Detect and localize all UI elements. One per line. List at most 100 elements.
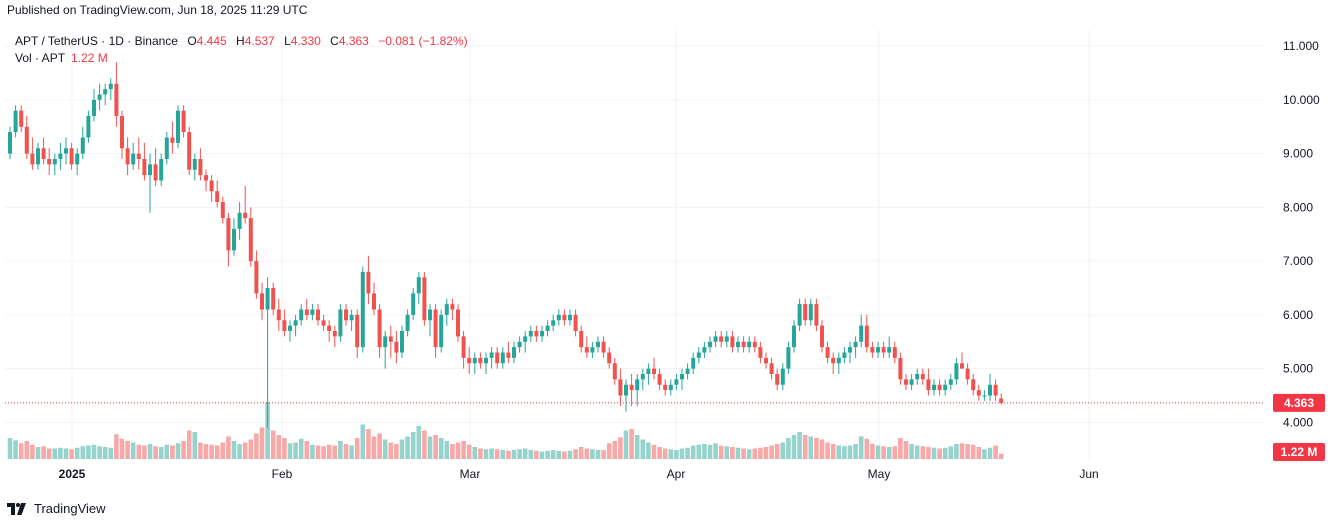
candle-body xyxy=(601,341,606,353)
candle-body xyxy=(646,368,651,374)
volume-bar xyxy=(354,438,360,459)
candle-body xyxy=(136,153,141,159)
volume-bar xyxy=(214,445,220,459)
x-tick-label: Apr xyxy=(667,467,686,481)
volume-bar xyxy=(763,447,769,459)
volume-bar xyxy=(713,443,718,459)
candle-body xyxy=(472,357,477,364)
symbol-label[interactable]: APT / TetherUS · 1D · Binance xyxy=(15,34,178,48)
y-tick-label: 8.000 xyxy=(1283,200,1313,214)
candle-body xyxy=(752,341,757,348)
volume-bar xyxy=(534,450,539,459)
candle-body xyxy=(181,110,186,133)
volume-bar xyxy=(702,444,707,459)
candle-body xyxy=(500,352,505,364)
footer-brand[interactable]: TradingView xyxy=(7,501,106,516)
candle-body xyxy=(260,293,264,310)
candle-body xyxy=(926,379,931,391)
volume-bar xyxy=(427,436,433,459)
time-axis[interactable]: 2025 Feb Mar Apr May Jun xyxy=(59,467,1099,481)
candle-body xyxy=(842,352,847,358)
candle-body xyxy=(422,277,427,321)
candle-body xyxy=(607,352,612,364)
volume-bar xyxy=(752,448,758,459)
volume-bar xyxy=(685,447,690,459)
candle-body xyxy=(506,352,511,358)
candle-body xyxy=(764,357,768,364)
volume-bar xyxy=(780,442,786,459)
volume-bar xyxy=(24,441,30,459)
volume-bar xyxy=(147,444,153,459)
volume-bar xyxy=(500,450,506,459)
volume-bar xyxy=(91,444,97,459)
candle-body xyxy=(920,374,925,380)
volume-bar xyxy=(489,448,494,459)
volume-bar xyxy=(573,449,578,459)
y-tick-label: 10.000 xyxy=(1283,93,1320,107)
candle-body xyxy=(327,325,332,331)
volume-bar xyxy=(494,449,500,459)
candle-body xyxy=(534,331,539,337)
volume-bar xyxy=(819,439,825,459)
candle-body xyxy=(86,116,91,138)
volume-bar xyxy=(612,441,618,459)
candle-body xyxy=(898,357,903,380)
volume-bar xyxy=(601,450,606,459)
candle-body xyxy=(36,148,40,165)
candle-body xyxy=(730,336,735,348)
volume-bar xyxy=(282,438,287,459)
candle-body xyxy=(282,320,287,331)
volume-bar xyxy=(931,447,937,459)
volume-bar xyxy=(690,445,696,459)
volume-bar xyxy=(304,441,310,459)
candle-body xyxy=(629,384,634,391)
volume-bar xyxy=(186,430,192,459)
candle-body xyxy=(792,325,796,348)
candle-body xyxy=(153,164,158,181)
price-badges: 4.363 1.22 M xyxy=(1273,393,1325,461)
price-axis[interactable]: 11.000 10.000 9.000 8.000 7.000 6.000 5.000 4.0… xyxy=(1283,39,1320,429)
volume-bar xyxy=(718,445,724,459)
volume-bar xyxy=(242,442,248,459)
candle-body xyxy=(528,331,533,337)
candle-body xyxy=(344,309,348,321)
candle-body xyxy=(836,357,841,364)
volume-bar xyxy=(203,444,209,459)
candle-body xyxy=(316,309,320,321)
volume-bar xyxy=(618,437,623,459)
volume-bar xyxy=(30,444,35,459)
candle-body xyxy=(708,341,712,348)
volume-bar xyxy=(158,447,164,459)
open-label: O xyxy=(187,34,197,48)
candle-body xyxy=(741,341,746,348)
volume-bar xyxy=(769,445,774,459)
volume-label[interactable]: Vol · APT xyxy=(15,51,66,65)
candle-body xyxy=(853,341,858,348)
volume-bar xyxy=(562,451,567,459)
volume-bar xyxy=(674,450,679,459)
volume-bar xyxy=(287,443,293,459)
candle-body xyxy=(69,148,74,165)
volume-bar xyxy=(556,450,562,459)
volume-bar xyxy=(74,447,80,459)
candle-body xyxy=(299,309,304,321)
volume-bar xyxy=(814,438,819,459)
volume-bar xyxy=(629,429,634,459)
candle-body xyxy=(416,277,421,294)
candle-body xyxy=(103,89,108,95)
candle-body xyxy=(517,341,522,348)
candle-body xyxy=(797,304,802,326)
candle-body xyxy=(556,314,561,321)
volume-bar xyxy=(970,444,976,459)
candle-body xyxy=(92,99,96,116)
candle-body xyxy=(226,218,231,251)
volume-bar xyxy=(444,441,450,459)
candle-body xyxy=(484,357,488,364)
candle-body xyxy=(954,363,959,380)
volume-bar xyxy=(265,402,270,459)
candle-body xyxy=(618,379,623,396)
candle-body xyxy=(758,347,763,358)
volume-bar xyxy=(842,446,847,459)
